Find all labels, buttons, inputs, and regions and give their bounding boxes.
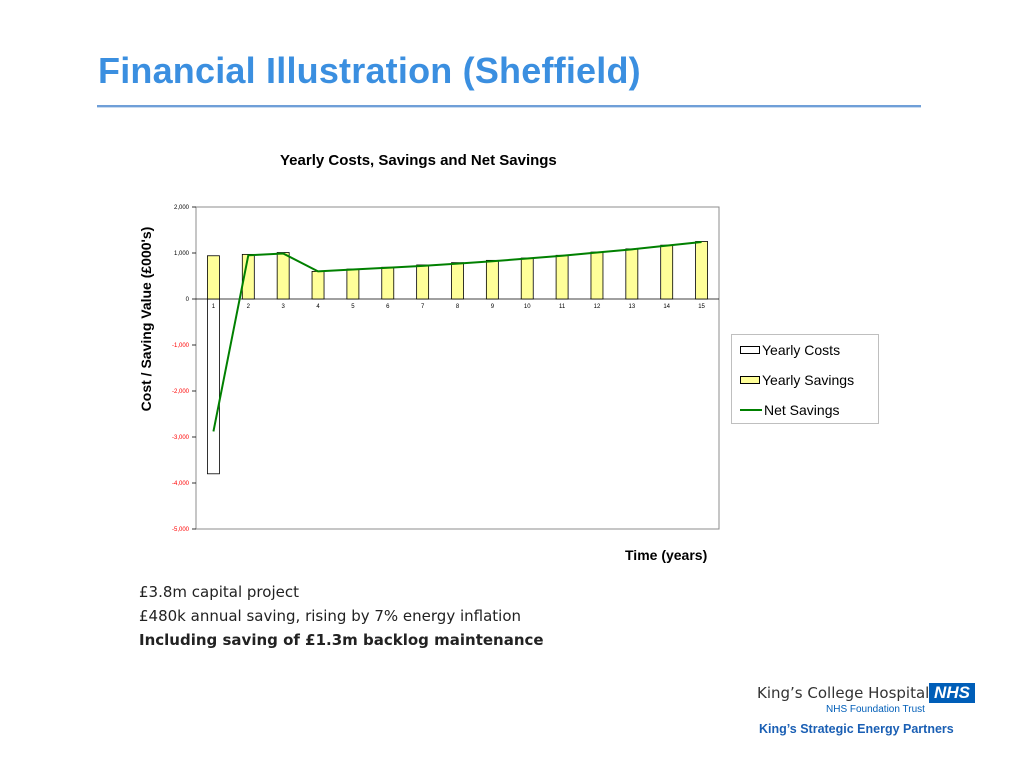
x-tick-label: 1 <box>212 304 216 310</box>
bar-yearly-savings <box>416 264 430 300</box>
bar-yearly-savings <box>695 241 708 300</box>
legend-swatch-yearly-savings <box>740 376 760 384</box>
bar-yearly-savings <box>311 270 325 300</box>
x-tick-label: 5 <box>351 304 355 310</box>
title-divider <box>97 105 921 108</box>
y-tick-label: -4,000 <box>172 481 190 487</box>
chart-legend: Yearly Costs Yearly Savings Net Savings <box>731 334 879 424</box>
x-tick-label: 4 <box>316 304 320 310</box>
y-tick-label: 1,000 <box>174 251 190 257</box>
net-savings-line <box>212 240 702 432</box>
legend-label-yearly-savings: Yearly Savings <box>762 372 855 388</box>
nhs-logo: NHS <box>929 683 975 703</box>
x-tick-label: 11 <box>559 304 566 310</box>
note-capital-project: £3.8m capital project <box>139 583 299 601</box>
y-tick-label: 0 <box>186 297 190 303</box>
x-tick-label: 3 <box>281 304 285 310</box>
legend-label-yearly-costs: Yearly Costs <box>762 342 841 358</box>
bar-yearly-savings <box>276 252 290 300</box>
legend-swatch-net-savings <box>740 409 762 411</box>
x-tick-label: 2 <box>247 304 251 310</box>
notes: £3.8m capital project £480k annual savin… <box>139 580 544 652</box>
y-tick-label: -5,000 <box>172 527 190 533</box>
note-backlog-maintenance: Including saving of £1.3m backlog mainte… <box>139 631 544 649</box>
bar-yearly-savings <box>207 255 220 300</box>
footer-partners: King’s Strategic Energy Partners <box>759 722 954 736</box>
plot-area <box>195 206 720 530</box>
y-tick-label: 2,000 <box>174 205 190 211</box>
footer-hospital-name: King’s College Hospital <box>757 684 930 702</box>
x-tick-label: 9 <box>491 304 495 310</box>
legend-item-yearly-costs: Yearly Costs <box>740 340 840 360</box>
x-tick-label: 10 <box>524 304 531 310</box>
x-tick-label: 15 <box>698 304 705 310</box>
x-tick-label: 12 <box>594 304 601 310</box>
x-tick-label: 14 <box>663 304 670 310</box>
bar-yearly-savings <box>451 262 464 300</box>
bar-yearly-savings <box>381 266 395 300</box>
x-tick-label: 8 <box>456 304 460 310</box>
x-tick-label: 7 <box>421 304 425 310</box>
slide-title: Financial Illustration (Sheffield) <box>98 50 641 91</box>
bar-yearly-costs <box>207 298 220 475</box>
y-tick-label: -3,000 <box>172 435 190 441</box>
bar-yearly-savings <box>660 244 674 300</box>
y-tick-label: -1,000 <box>172 343 190 349</box>
y-tick-label: -2,000 <box>172 389 190 395</box>
legend-item-net-savings: Net Savings <box>740 400 839 420</box>
bar-yearly-savings <box>485 259 499 300</box>
x-axis-label: Time (years) <box>625 547 708 563</box>
bar-yearly-savings <box>520 257 534 300</box>
x-tick-label: 13 <box>628 304 635 310</box>
x-tick-label: 6 <box>386 304 390 310</box>
legend-swatch-yearly-costs <box>740 346 760 354</box>
bar-yearly-savings <box>625 248 639 300</box>
bar-yearly-savings <box>555 254 569 300</box>
note-annual-saving: £480k annual saving, rising by 7% energy… <box>139 607 522 625</box>
legend-label-net-savings: Net Savings <box>764 402 840 418</box>
bar-yearly-savings <box>346 268 360 300</box>
legend-item-yearly-savings: Yearly Savings <box>740 370 854 390</box>
bar-yearly-savings <box>590 251 604 300</box>
chart-title: Yearly Costs, Savings and Net Savings <box>280 152 557 169</box>
footer-trust-name: NHS Foundation Trust <box>826 704 925 715</box>
